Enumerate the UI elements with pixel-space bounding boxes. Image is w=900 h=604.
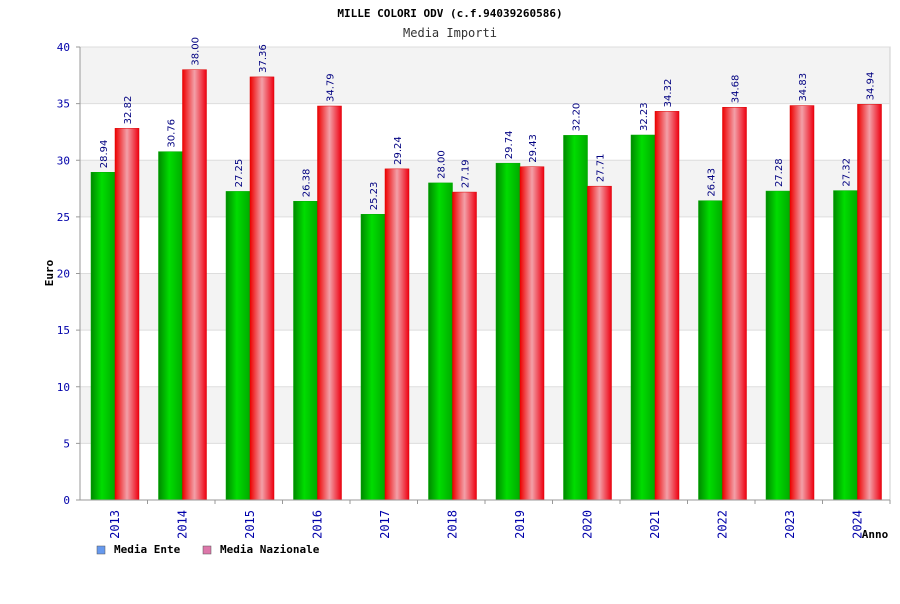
data-label-media-ente-2013: 28.94 — [99, 140, 110, 169]
bar-media-ente-2013 — [90, 172, 116, 501]
data-label-media-nazionale-2019: 29.43 — [528, 134, 539, 163]
x-tick-label-2016: 2016 — [311, 510, 325, 539]
plot-band — [80, 386, 890, 444]
x-axis-label: Anno — [862, 528, 889, 541]
y-tick-label: 0 — [63, 494, 70, 507]
x-axis: 2013 2014 2015 2016 2017 2018 2019 2020 2021 2022… — [108, 500, 891, 539]
data-label-media-nazionale-2021: 34.32 — [663, 79, 674, 108]
y-tick-label: 25 — [57, 211, 70, 224]
y-tick-label: 30 — [57, 154, 70, 167]
plot-band — [80, 330, 890, 387]
y-tick-label: 40 — [57, 41, 70, 54]
y-tick-label: 5 — [63, 437, 70, 450]
bar-media-nazionale-2018 — [452, 191, 477, 501]
y-tick-label: 35 — [57, 98, 70, 111]
x-tick-label-2017: 2017 — [378, 510, 392, 539]
bar-media-ente-2019 — [495, 162, 521, 501]
legend-swatch-media-ente — [96, 545, 106, 555]
plot-band — [80, 160, 890, 217]
x-tick-label-2021: 2021 — [648, 510, 662, 539]
bar-media-ente-2021 — [630, 134, 656, 501]
x-tick-label-2013: 2013 — [108, 510, 122, 539]
bar-media-ente-2015 — [225, 191, 251, 501]
bar-media-nazionale-2024 — [857, 104, 882, 501]
legend-label-media-ente: Media Ente — [114, 543, 181, 556]
plot-band — [80, 103, 890, 161]
data-label-media-nazionale-2016: 34.79 — [326, 73, 337, 102]
x-tick-label-2019: 2019 — [513, 510, 527, 539]
bar-media-ente-2017 — [360, 214, 386, 501]
y-axis-label: Euro — [43, 259, 56, 286]
data-labels: 28.94 32.82 30.76 38.00 27.25 37.36 26.38 34.79… — [99, 37, 877, 210]
bar-media-nazionale-2017 — [384, 168, 410, 501]
x-tick-label-2023: 2023 — [783, 510, 797, 539]
plot-band — [80, 273, 890, 331]
x-tick-label-2014: 2014 — [176, 510, 190, 539]
data-label-media-ente-2024: 27.32 — [842, 158, 853, 187]
legend-swatch-media-nazionale — [202, 545, 212, 555]
data-label-media-nazionale-2014: 38.00 — [191, 37, 202, 66]
plot-band — [80, 443, 890, 500]
bar-media-nazionale-2015 — [249, 76, 275, 501]
x-tick-label-2020: 2020 — [581, 510, 595, 539]
bar-media-nazionale-2023 — [789, 105, 815, 501]
data-label-media-ente-2020: 32.20 — [572, 103, 583, 132]
plot-band — [80, 216, 890, 274]
data-label-media-nazionale-2017: 29.24 — [393, 136, 404, 165]
data-label-media-nazionale-2018: 27.19 — [461, 159, 472, 188]
data-label-media-ente-2023: 27.28 — [774, 158, 785, 187]
data-label-media-nazionale-2023: 34.83 — [798, 73, 809, 102]
data-label-media-nazionale-2020: 27.71 — [596, 154, 607, 183]
data-label-media-nazionale-2015: 37.36 — [258, 44, 269, 73]
legend-label-media-nazionale: Media Nazionale — [220, 543, 320, 556]
x-tick-label-2024: 2024 — [851, 510, 865, 539]
bar-media-nazionale-2016 — [317, 105, 342, 501]
bar-media-nazionale-2022 — [722, 106, 747, 501]
bar-media-nazionale-2020 — [587, 185, 612, 501]
bar-media-ente-2020 — [563, 135, 588, 501]
data-label-media-ente-2016: 26.38 — [302, 169, 313, 198]
data-label-media-nazionale-2022: 34.68 — [731, 75, 742, 104]
data-label-media-ente-2022: 26.43 — [707, 168, 718, 197]
data-label-media-ente-2014: 30.76 — [167, 119, 178, 148]
data-label-media-ente-2018: 28.00 — [437, 150, 448, 179]
bar-media-ente-2024 — [833, 190, 858, 501]
bar-media-nazionale-2013 — [114, 128, 140, 501]
data-label-media-ente-2017: 25.23 — [369, 182, 380, 211]
data-label-media-ente-2015: 27.25 — [234, 159, 245, 188]
x-tick-label-2018: 2018 — [446, 510, 460, 539]
bar-media-nazionale-2019 — [519, 166, 545, 501]
bar-media-ente-2023 — [765, 190, 791, 501]
y-tick-label: 15 — [57, 324, 70, 337]
bar-media-ente-2018 — [428, 182, 453, 501]
data-label-media-nazionale-2024: 34.94 — [866, 72, 877, 101]
data-label-media-ente-2019: 29.74 — [504, 131, 515, 160]
y-tick-label: 20 — [57, 268, 70, 281]
x-tick-label-2015: 2015 — [243, 510, 257, 539]
plot-band — [80, 47, 890, 104]
data-label-media-nazionale-2013: 32.82 — [123, 96, 134, 125]
bar-media-ente-2022 — [698, 200, 723, 501]
bar-media-ente-2016 — [293, 200, 318, 501]
chart-subtitle: Media Importi — [403, 26, 497, 40]
chart-title: MILLE COLORI ODV (c.f.94039260586) — [337, 7, 562, 20]
plot-background — [79, 46, 891, 501]
bars — [90, 69, 882, 501]
bar-media-nazionale-2014 — [182, 69, 207, 501]
data-label-media-ente-2021: 32.23 — [639, 102, 650, 131]
y-tick-label: 10 — [57, 381, 70, 394]
bar-media-ente-2014 — [158, 151, 183, 501]
legend: Media Ente Media Nazionale — [96, 543, 320, 556]
bar-media-nazionale-2021 — [654, 111, 680, 501]
x-tick-label-2022: 2022 — [716, 510, 730, 539]
